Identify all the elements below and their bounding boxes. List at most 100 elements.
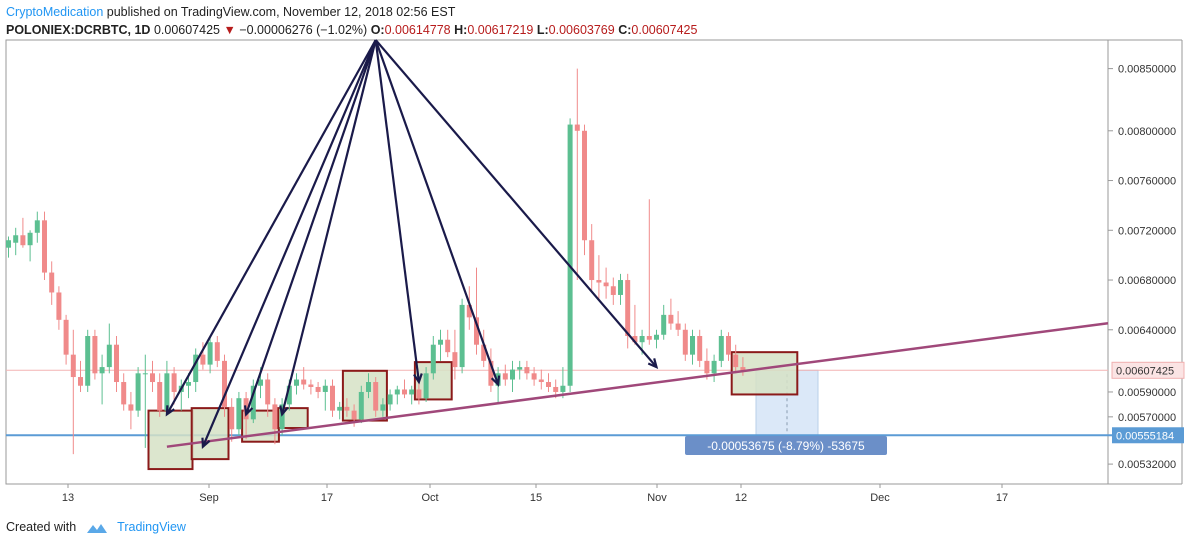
candle-32 [229,398,235,442]
candle-50 [358,385,364,424]
candle-body [481,344,487,361]
candle-82 [589,224,595,293]
candle-body [538,379,544,383]
candle-body [49,272,55,293]
candle-12 [85,329,91,392]
price-tick-label: 0.00800000 [1118,126,1176,138]
candle-body [20,235,26,246]
arrow-3 [243,39,377,417]
candle-body [106,344,112,368]
candle-64 [459,298,465,374]
highlight-box-1 [147,409,194,471]
candle-body [718,336,724,361]
candle-body [294,379,299,386]
last-price: 0.00607425 [153,23,220,37]
candle-20 [142,354,148,448]
arrow-head [165,405,175,417]
support-tag: 0.00555184 [1116,430,1174,442]
measure-label-bg [685,436,887,455]
candle-37 [265,373,271,417]
symbol-bar: POLONIEX:DCRBTC, 1D 0.00607425 ▼ −0.0000… [6,22,697,38]
candle-body [301,379,307,385]
candle-body [99,367,105,374]
candle-body [135,373,141,411]
time-tick-label: 12 [735,492,747,504]
candle-body [524,367,530,374]
candle-body [373,382,379,411]
candle-body [186,382,191,386]
arrow-head [279,405,289,417]
time-tick-label: 17 [996,492,1008,504]
candle-75 [538,369,544,390]
symbol-name: POLONIEX:DCRBTC, 1D [6,23,151,37]
candle-55 [394,385,400,405]
candle-body [560,385,566,392]
candle-body [502,373,508,380]
candle-body [207,342,213,365]
candle-29 [207,336,213,374]
candle-body [517,367,523,370]
candle-body [726,336,731,355]
candle-80 [574,68,580,281]
arrow-shaft [165,39,377,415]
candle-85 [610,277,616,305]
candle-99 [711,354,717,383]
candle-body [510,369,515,380]
candle-body [574,124,580,131]
candle-93 [668,298,674,330]
candle-body [214,342,220,361]
candle-13 [92,329,98,380]
candle-body [63,319,69,355]
price-tick-label: 0.00570000 [1118,412,1176,424]
candle-94 [675,311,681,336]
candle-body [85,336,91,386]
candle-42 [301,367,307,390]
candle-7 [49,261,55,305]
last-price-tag-bg [1111,361,1185,379]
candle-body [733,354,739,368]
candle-74 [531,367,537,386]
candle-38 [272,398,278,445]
candle-11 [78,360,83,392]
arrow-head [413,373,423,385]
open-label: O: [370,23,385,37]
arrow-2 [201,39,377,450]
candle-61 [438,329,443,361]
candle-body [121,382,127,405]
candle-102 [733,344,739,374]
arrow-head [243,405,254,417]
candle-56 [402,379,407,399]
candle-body [42,220,47,273]
time-tick-label: Oct [421,492,438,504]
publisher-name[interactable]: CryptoMedication [6,5,104,19]
arrow-5 [374,39,423,385]
candle-43 [308,379,314,395]
arrow-4 [279,39,377,417]
candle-16 [114,336,119,392]
candle-22 [157,373,163,417]
candle-5 [34,211,40,243]
time-tick-label: Nov [647,492,667,504]
support-tag-bg [1112,427,1184,444]
candle-body [351,410,357,420]
candle-body [430,344,436,374]
candle-body [272,404,278,430]
publish-info: published on TradingView.com, November 1… [106,5,456,19]
candle-body [265,379,271,405]
candle-46 [330,379,335,417]
price-tick-label: 0.00590000 [1118,387,1176,399]
candle-84 [603,267,609,299]
price-tick-label: 0.00680000 [1118,275,1176,287]
candle-17 [121,373,127,411]
arrow-shaft [245,39,377,415]
candle-47 [337,401,343,420]
candle-body [488,360,494,386]
candle-body [366,382,371,392]
candle-body [387,394,393,405]
candle-body [704,360,710,374]
candle-body [603,282,609,287]
tradingview-link[interactable]: TradingView [117,520,186,534]
candle-33 [236,391,242,436]
candle-body [589,240,595,281]
